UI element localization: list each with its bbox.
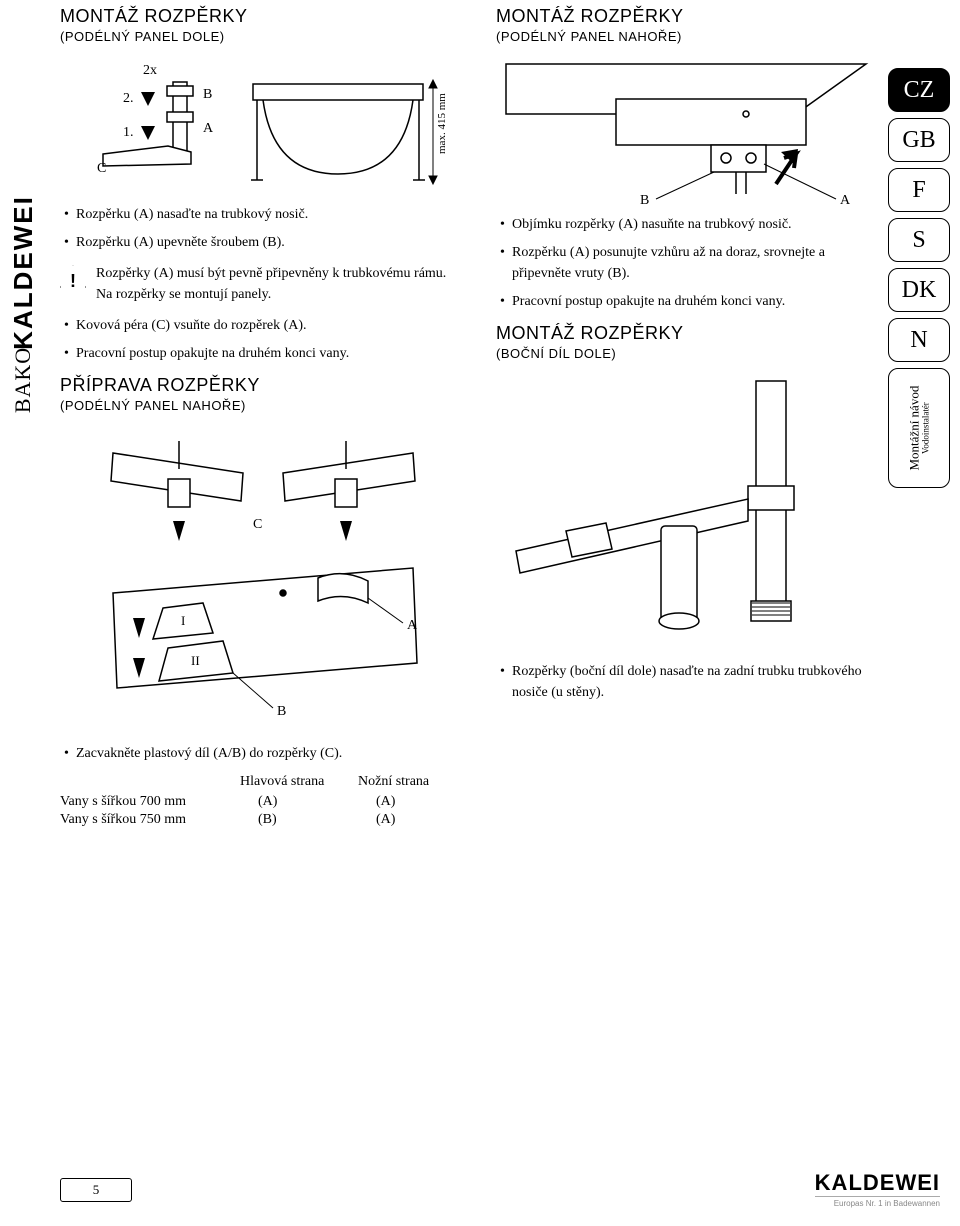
svg-text:A: A (840, 193, 851, 204)
svg-text:C: C (253, 517, 262, 532)
right-bul2: Rozpěrku (A) posunujte vzhůru až na dora… (496, 242, 876, 285)
right-h2-sub: (BOČNÍ DÍL DOLE) (496, 346, 876, 361)
svg-text:II: II (191, 653, 200, 668)
svg-text:2.: 2. (123, 91, 134, 106)
svg-text:B: B (640, 193, 649, 204)
tr1-b: (A) (376, 794, 466, 810)
right-h1-sub: (PODÉLNÝ PANEL NAHOŘE) (496, 29, 876, 44)
bako-text: BAKO (10, 347, 36, 413)
lang-tab-cz[interactable]: CZ (888, 68, 950, 112)
left-bul5: Zacvakněte plastový díl (A/B) do rozpěrk… (60, 743, 466, 765)
svg-text:max. 415 mm: max. 415 mm (436, 93, 448, 154)
lang-tab-dk[interactable]: DK (888, 268, 950, 312)
lang-tab-gb[interactable]: GB (888, 118, 950, 162)
svg-text:I: I (181, 613, 185, 628)
footer-logo: KALDEWEI Europas Nr. 1 in Badewannen (815, 1170, 940, 1208)
left-h2: PŘÍPRAVA ROZPĚRKY (60, 375, 466, 396)
right-bul1: Objímku rozpěrky (A) nasuňte na trubkový… (496, 214, 876, 236)
page-number: 5 (60, 1178, 132, 1202)
page-content: MONTÁŽ ROZPĚRKY (PODÉLNÝ PANEL DOLE) 2x … (60, 0, 874, 830)
note-text: Rozpěrky (A) musí být pevně připevněny k… (96, 263, 466, 305)
left-column: MONTÁŽ ROZPĚRKY (PODÉLNÝ PANEL DOLE) 2x … (60, 6, 466, 830)
left-bul1: Rozpěrku (A) nasaďte na trubkový nosič. (60, 204, 466, 226)
fig-right-2 (496, 371, 876, 651)
left-bul3: Kovová péra (C) vsuňte do rozpěrek (A). (60, 315, 466, 337)
bako-vertical: BAKO (6, 320, 40, 440)
left-h1: MONTÁŽ ROZPĚRKY (60, 6, 466, 27)
right-h2: MONTÁŽ ROZPĚRKY (496, 323, 876, 344)
lang-tab-s[interactable]: S (888, 218, 950, 262)
manual-tab-main: Montážní návod (906, 386, 921, 471)
fig-right-1: B A (496, 54, 876, 204)
right-bul3: Pracovní postup opakujte na druhém konci… (496, 291, 876, 313)
language-tabs: CZ GB F S DK N Montážní návod Vodoinstal… (888, 68, 950, 488)
svg-text:B: B (277, 704, 286, 719)
fig-left-1: 2x 2. 1. B A C (60, 54, 466, 194)
warning-icon: ! (60, 265, 86, 291)
right-column: MONTÁŽ ROZPĚRKY (PODÉLNÝ PANEL NAHOŘE) (496, 6, 876, 830)
left-bul4: Pracovní postup opakujte na druhém konci… (60, 343, 466, 365)
footer-brand: KALDEWEI (815, 1170, 940, 1196)
svg-text:A: A (203, 121, 214, 136)
warning-note: ! Rozpěrky (A) musí být pevně připevněny… (60, 263, 466, 305)
lang-tab-n[interactable]: N (888, 318, 950, 362)
right-bul4: Rozpěrky (boční díl dole) nasaďte na zad… (496, 661, 876, 704)
width-table: Hlavová strana Nožní strana Vany s šířko… (60, 774, 466, 828)
svg-text:C: C (97, 161, 106, 176)
left-bul2: Rozpěrku (A) upevněte šroubem (B). (60, 232, 466, 254)
manual-tab[interactable]: Montážní návod Vodoinstalatér (888, 368, 950, 488)
lang-tab-f[interactable]: F (888, 168, 950, 212)
fig-left-2: C I II A (60, 423, 466, 733)
svg-text:A: A (407, 618, 418, 633)
tr1-a: (A) (258, 794, 358, 810)
th-foot: Nožní strana (358, 774, 448, 790)
th-head: Hlavová strana (240, 774, 340, 790)
svg-text:B: B (203, 87, 212, 102)
tr2-a: (B) (258, 812, 358, 828)
tr2-label: Vany s šířkou 750 mm (60, 812, 240, 828)
right-h1: MONTÁŽ ROZPĚRKY (496, 6, 876, 27)
svg-text:2x: 2x (143, 63, 157, 78)
tr1-label: Vany s šířkou 700 mm (60, 794, 240, 810)
svg-text:1.: 1. (123, 125, 134, 140)
footer-tagline: Europas Nr. 1 in Badewannen (815, 1196, 940, 1208)
left-h1-sub: (PODÉLNÝ PANEL DOLE) (60, 29, 466, 44)
tr2-b: (A) (376, 812, 466, 828)
left-h2-sub: (PODÉLNÝ PANEL NAHOŘE) (60, 398, 466, 413)
manual-tab-sub: Vodoinstalatér (921, 386, 931, 471)
